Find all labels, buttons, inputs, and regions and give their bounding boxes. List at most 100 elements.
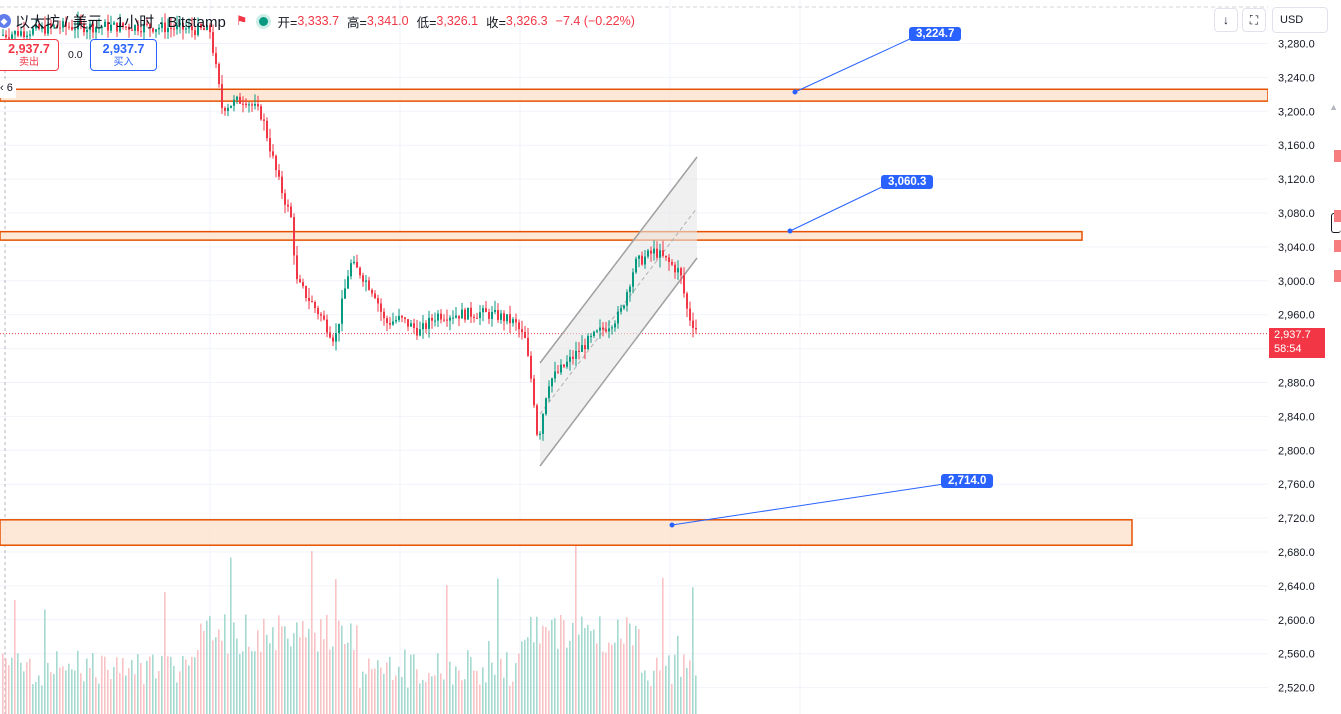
volume-bar — [491, 662, 493, 714]
annotation-label-1[interactable]: 3,224.7 — [909, 27, 962, 41]
volume-bar — [590, 631, 592, 714]
indicator-toggle[interactable]: ‹ 6 — [0, 82, 16, 98]
candle-body — [368, 280, 370, 290]
volume-bar — [203, 630, 205, 714]
scroll-up-icon[interactable]: ▲ — [1329, 102, 1338, 112]
buy-button[interactable]: 2,937.7 买入 — [90, 39, 157, 71]
volume-bar — [257, 630, 259, 714]
candle-body — [611, 327, 613, 329]
candle-body — [578, 350, 580, 352]
volume-bar — [56, 651, 58, 714]
annotation-label-2[interactable]: 3,060.3 — [881, 175, 934, 189]
symbol-title[interactable]: 以太坊 / 美元 · 1小时 · Bitstamp — [15, 13, 226, 31]
close-label: 收= — [486, 15, 506, 30]
fullscreen-button[interactable]: ⛶ — [1242, 8, 1266, 32]
price-tick-label: 3,000.0 — [1278, 276, 1315, 288]
candle-body — [599, 327, 601, 331]
candle-body — [248, 104, 250, 106]
volume-bar — [446, 585, 448, 714]
volume-bar — [602, 651, 604, 714]
volume-bar — [308, 628, 310, 714]
candle-body — [668, 257, 670, 263]
candle-body — [653, 248, 655, 254]
volume-bar — [458, 670, 460, 714]
candle-body — [389, 323, 391, 325]
volume-bar — [311, 551, 313, 714]
volume-bar — [122, 658, 124, 714]
candle-body — [488, 312, 490, 319]
candle-body — [215, 53, 217, 65]
price-annotations[interactable] — [669, 37, 945, 528]
support-resistance-zones[interactable] — [0, 88, 1269, 546]
volume-bar — [509, 685, 511, 714]
volume-bar — [617, 619, 619, 714]
candle-body — [374, 293, 376, 299]
callout-anchor — [792, 89, 798, 95]
candle-body — [224, 108, 226, 111]
candle-body — [59, 27, 61, 29]
candle-body — [677, 268, 679, 273]
volume-bar — [65, 670, 67, 714]
volume-bar — [326, 614, 328, 714]
volume-bar — [236, 638, 238, 714]
volume-bar — [659, 670, 661, 714]
candle-body — [158, 27, 160, 30]
volume-bar — [299, 637, 301, 714]
candle-body — [500, 313, 502, 320]
candle-body — [308, 297, 310, 301]
alert-marker[interactable] — [1334, 150, 1341, 162]
candle-body — [344, 288, 346, 299]
volume-bar — [38, 675, 40, 714]
volume-bar — [44, 609, 46, 714]
download-button[interactable]: ↓ — [1214, 8, 1238, 32]
volume-bars — [2, 544, 697, 714]
volume-bar — [74, 670, 76, 714]
volume-bar — [344, 644, 346, 714]
annotation-label-3[interactable]: 2,714.0 — [941, 474, 994, 488]
volume-bar — [437, 653, 439, 714]
candle-body — [509, 314, 511, 324]
price-tick-label: 3,200.0 — [1278, 106, 1315, 118]
callout-line — [789, 185, 885, 232]
candle-body — [521, 329, 523, 333]
volume-bar — [125, 675, 127, 714]
volume-bar — [185, 659, 187, 714]
candle-body — [575, 350, 577, 359]
candle-body — [203, 28, 205, 31]
candle-body — [689, 308, 691, 321]
volume-bar — [32, 684, 34, 714]
volume-bar — [674, 654, 676, 714]
sell-button[interactable]: 2,937.7 卖出 — [0, 39, 59, 71]
volume-bar — [581, 616, 583, 714]
volume-bar — [539, 643, 541, 714]
candle-body — [380, 303, 382, 312]
candle-body — [161, 22, 163, 28]
candle-body — [242, 103, 244, 105]
volume-bar — [338, 620, 340, 714]
sell-price: 2,937.7 — [8, 42, 50, 56]
candle-body — [635, 258, 637, 273]
high-label: 高= — [347, 15, 367, 30]
candle-body — [170, 27, 172, 29]
volume-bar — [107, 669, 109, 714]
flag-icon[interactable]: ⚑ — [235, 13, 248, 28]
candle-body — [683, 275, 685, 294]
volume-bar — [647, 680, 649, 714]
volume-bar — [563, 620, 565, 714]
spread-value: 0.0 — [68, 49, 83, 61]
alert-marker[interactable] — [1334, 270, 1341, 282]
alert-marker[interactable] — [1334, 210, 1341, 222]
channel-upper-line — [539, 156, 698, 364]
candle-body — [2, 34, 4, 36]
candle-body — [461, 309, 463, 319]
alert-marker[interactable] — [1334, 240, 1341, 252]
currency-select[interactable]: USD — [1272, 7, 1328, 33]
volume-bar — [383, 673, 385, 714]
volume-bar — [143, 684, 145, 714]
candle-body — [443, 319, 445, 321]
candle-body — [5, 34, 7, 38]
volume-bar — [17, 653, 19, 714]
candle-body — [350, 263, 352, 277]
volume-bar — [98, 683, 100, 714]
